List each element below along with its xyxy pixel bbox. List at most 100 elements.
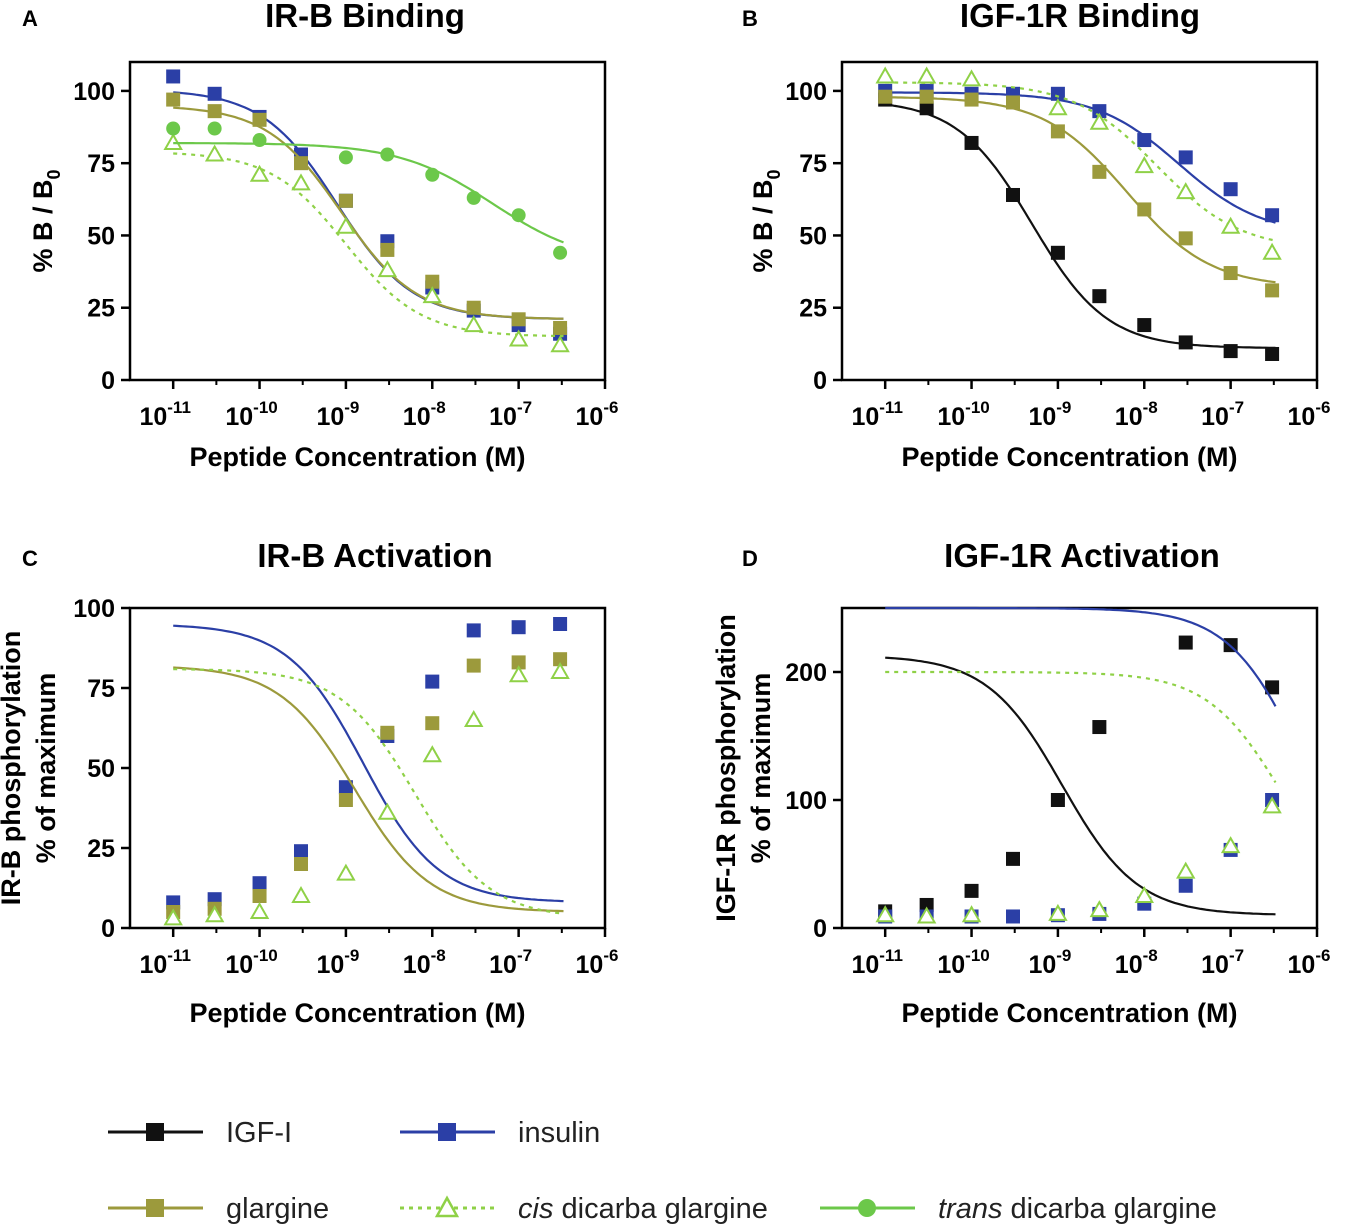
data-point bbox=[338, 780, 353, 795]
data-point bbox=[964, 92, 979, 107]
data-point bbox=[425, 716, 440, 731]
legend-label: glargine bbox=[226, 1193, 329, 1225]
data-point bbox=[1265, 208, 1280, 223]
y-axis-label: IR-B phosphorylation bbox=[0, 631, 26, 905]
data-point bbox=[207, 121, 222, 136]
data-point bbox=[466, 623, 481, 638]
x-tick-label: 10-8 bbox=[403, 946, 446, 979]
series-IGF-I bbox=[878, 635, 1280, 919]
data-point bbox=[338, 150, 353, 165]
x-tick-label: 10-7 bbox=[1201, 398, 1244, 431]
data-point bbox=[1006, 851, 1020, 866]
series-insulin bbox=[878, 83, 1280, 224]
x-tick-label: 10-7 bbox=[1201, 946, 1244, 979]
data-point bbox=[249, 164, 270, 182]
plot-frame bbox=[128, 60, 607, 382]
data-point bbox=[916, 66, 937, 84]
data-point bbox=[291, 173, 311, 191]
data-point bbox=[1176, 182, 1196, 200]
data-point bbox=[338, 793, 353, 807]
x-tick-label: 10-11 bbox=[851, 398, 902, 431]
data-point bbox=[207, 104, 222, 119]
x-tick-label: 10-11 bbox=[139, 946, 190, 979]
y-tick-label: 75 bbox=[87, 675, 115, 703]
legend-marker bbox=[434, 1195, 460, 1218]
data-point bbox=[1048, 903, 1068, 921]
y-tick-label: 50 bbox=[87, 222, 115, 250]
x-axis-label: Peptide Concentration (M) bbox=[902, 998, 1238, 1028]
data-point bbox=[425, 167, 440, 182]
data-point bbox=[878, 89, 893, 104]
data-point bbox=[1050, 124, 1065, 139]
fit-curve bbox=[173, 624, 564, 903]
x-tick-label: 10-10 bbox=[937, 946, 989, 979]
y-tick-label: 0 bbox=[101, 367, 115, 395]
legend-entry: glargine bbox=[108, 1193, 329, 1225]
data-point bbox=[163, 132, 183, 150]
data-point bbox=[377, 260, 398, 278]
data-point bbox=[1137, 202, 1152, 217]
series-insulin bbox=[166, 617, 568, 910]
data-point bbox=[1092, 289, 1107, 304]
y-axis-label-2: % of maximum bbox=[746, 673, 776, 864]
legend-entry: IGF-I bbox=[108, 1117, 292, 1149]
data-point bbox=[1050, 245, 1065, 260]
x-tick-label: 10-6 bbox=[1288, 398, 1331, 431]
data-point bbox=[425, 274, 440, 289]
series-cis-dicarba-glargine bbox=[163, 661, 570, 926]
fit-curve bbox=[885, 606, 1277, 707]
data-point bbox=[1089, 112, 1110, 130]
legend-entry: cis dicarba glargine bbox=[400, 1193, 768, 1225]
data-point bbox=[511, 620, 526, 635]
y-axis-label: % B / B0 bbox=[28, 169, 64, 272]
fit-curve bbox=[173, 106, 564, 320]
data-point bbox=[163, 908, 183, 926]
data-point bbox=[1006, 95, 1020, 110]
data-point bbox=[1220, 216, 1241, 234]
plot-frame bbox=[840, 60, 1319, 382]
data-point bbox=[464, 709, 484, 727]
data-point bbox=[466, 300, 481, 315]
fit-curve bbox=[173, 152, 564, 338]
x-tick-label: 10-9 bbox=[316, 946, 359, 979]
data-point bbox=[1006, 187, 1020, 202]
data-point bbox=[425, 674, 440, 689]
data-point bbox=[1223, 182, 1238, 197]
series-glargine bbox=[166, 92, 568, 335]
legend-marker bbox=[146, 1199, 164, 1217]
data-point bbox=[338, 193, 353, 208]
data-point bbox=[964, 135, 979, 150]
data-point bbox=[553, 652, 568, 667]
data-point bbox=[1223, 266, 1238, 281]
data-point bbox=[336, 216, 356, 234]
data-point bbox=[1134, 156, 1154, 174]
data-point bbox=[1178, 635, 1193, 650]
data-point bbox=[1178, 335, 1193, 350]
data-point bbox=[252, 112, 267, 127]
y-tick-label: 200 bbox=[785, 659, 827, 687]
data-point bbox=[252, 133, 267, 148]
data-point bbox=[916, 906, 937, 924]
data-point bbox=[1178, 231, 1193, 246]
y-tick-label: 25 bbox=[799, 295, 827, 323]
chart-title: IGF-1R Activation bbox=[944, 537, 1220, 574]
fit-curve bbox=[173, 142, 564, 244]
series-glargine bbox=[166, 652, 568, 919]
data-point bbox=[249, 901, 270, 919]
data-point bbox=[466, 190, 481, 205]
panel-c: C IR-B Activation 0 25 50 75 100 10-11 10-10 10-9… bbox=[0, 537, 618, 1028]
data-point bbox=[464, 315, 484, 333]
x-tick-label: 10-6 bbox=[576, 946, 619, 979]
data-point bbox=[377, 802, 398, 820]
series-cis-dicarba-glargine bbox=[875, 66, 1282, 260]
legend-label: insulin bbox=[518, 1117, 600, 1149]
data-point bbox=[166, 92, 181, 107]
series-insulin bbox=[166, 69, 568, 341]
data-point bbox=[1137, 133, 1152, 148]
data-point bbox=[511, 208, 526, 223]
data-point bbox=[252, 876, 267, 891]
fit-curve bbox=[885, 81, 1276, 242]
legend-entry: insulin bbox=[400, 1117, 600, 1149]
fit-curve bbox=[885, 96, 1276, 284]
